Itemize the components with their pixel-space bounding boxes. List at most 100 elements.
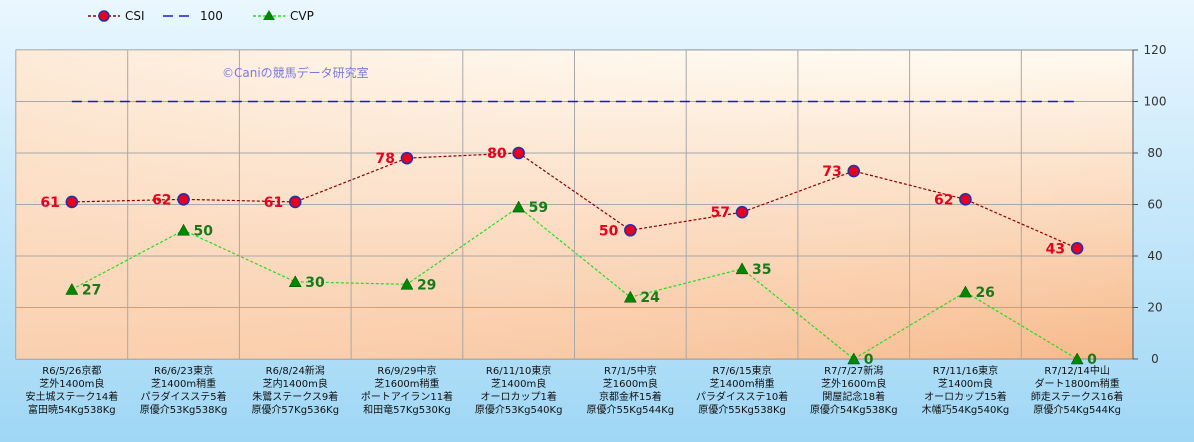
series-line-csi [71, 152, 1078, 249]
x-tick-label-line: 京都金杯15着 [599, 390, 662, 403]
legend: CSI 100 CVP [88, 9, 314, 23]
x-tick-label-line: 原優介54Kg538Kg [810, 403, 898, 416]
legend-item-100: 100 [163, 9, 223, 23]
csi-data-label: 62 [934, 192, 953, 208]
x-tick-label-line: オーロカップ1着 [480, 390, 556, 403]
x-tick-label-line: 芝1600m良 [603, 377, 658, 390]
x-tick-label-line: 原優介53Kg540Kg [475, 403, 563, 416]
x-tick-label: R6/11/10東京芝1400m良オーロカップ1着原優介53Kg540Kg [475, 364, 563, 416]
legend-label: CSI [125, 9, 145, 23]
cvp-point [288, 275, 302, 287]
csi-point [959, 193, 972, 206]
legend-item-csi: CSI [88, 9, 145, 23]
csi-data-label: 78 [375, 151, 394, 167]
cvp-data-label: 50 [194, 223, 214, 239]
csi-data-label: 62 [152, 192, 171, 208]
watermark: ©Caniの競馬データ研究室 [222, 65, 369, 80]
x-tick-label-line: ダート1800m稍重 [1035, 377, 1120, 390]
csi-point [735, 205, 749, 219]
legend-marker [98, 10, 110, 22]
x-tick-label-line: R6/9/29中京 [377, 364, 436, 377]
cvp-data-label: 35 [752, 262, 771, 278]
cvp-data-label: 24 [640, 290, 660, 306]
csi-point [1070, 241, 1084, 255]
csi-data-label: 61 [264, 195, 283, 211]
series-csi: 61 62 61 78 80 50 57 73 62 43 [40, 146, 1084, 257]
x-tick-label-line: 原優介54Kg544Kg [1033, 403, 1121, 416]
csi-data-label: 57 [711, 205, 730, 221]
x-tick-label: R7/6/15東京芝1400m稍重パラダイスステ10着原優介55Kg538Kg [696, 364, 788, 416]
x-tick-label-line: 芝1400m稍重 [709, 377, 774, 390]
x-tick-label-line: パラダイスステ10着 [696, 390, 788, 403]
cvp-data-label: 0 [1087, 352, 1097, 368]
x-tick-label-line: 芝1600m稍重 [374, 377, 439, 390]
csi-data-label: 61 [40, 195, 59, 211]
x-tick-label-line: R7/7/27新潟 [824, 364, 883, 377]
cvp-data-label: 29 [417, 277, 436, 293]
y-tick-label: 20 [1147, 301, 1162, 315]
x-tick-label-line: 関屋記念18着 [822, 390, 885, 403]
x-tick-label-line: 原優介55Kg544Kg [587, 403, 675, 416]
x-tick-label-line: 富田暁54Kg538Kg [28, 403, 116, 416]
cvp-point [65, 282, 79, 295]
csi-point [512, 146, 525, 160]
y-tick-label: 80 [1147, 146, 1162, 160]
x-tick-label: R6/8/24新潟芝内1400m良朱鷺ステークス9着原優介57Kg536Kg [251, 364, 339, 416]
y-tick-label: 100 [1144, 95, 1167, 109]
x-tick-label-line: 原優介57Kg536Kg [251, 403, 339, 416]
legend-label: 100 [200, 9, 223, 23]
csi-point [624, 223, 637, 237]
x-tick-label-line: ポートアイラン11着 [361, 390, 453, 403]
x-tick-label: R6/5/26京都芝外1400m良安土城ステーク14着富田暁54Kg538Kg [25, 364, 118, 416]
legend-item-cvp: CVP [253, 9, 314, 23]
cvp-data-label: 0 [864, 352, 874, 368]
cvp-point [847, 352, 861, 365]
csi-data-label: 73 [822, 164, 841, 180]
x-tick-label-line: R7/1/5中京 [604, 364, 657, 377]
series-layer: 61 62 61 78 80 50 57 73 62 43 27 50 30 29 59 24 35 0 26 0 [40, 100, 1097, 368]
x-tick-label-line: 和田竜57Kg530Kg [363, 403, 451, 416]
grid [16, 50, 1133, 359]
csi-data-label: 43 [1046, 241, 1065, 257]
cvp-point [959, 285, 972, 298]
csi-data-label: 80 [487, 146, 507, 162]
x-tick-label-line: 芝1400m良 [938, 377, 993, 390]
x-tick-label-line: 原優介53Kg538Kg [140, 403, 228, 416]
csi-point [177, 193, 190, 206]
cvp-point [1070, 352, 1084, 365]
cvp-data-label: 59 [529, 200, 548, 216]
y-axis: 0 20 40 60 80 100 120 [1132, 43, 1167, 366]
x-tick-label-line: 原優介55Kg538Kg [698, 403, 786, 416]
x-tick-label-line: オーロカップ15着 [924, 390, 1007, 403]
x-tick-label-line: R7/11/16東京 [933, 364, 999, 377]
x-tick-label-line: 芝1400m稍重 [151, 377, 216, 390]
csi-data-label: 50 [599, 223, 619, 239]
csi-point [400, 151, 414, 165]
x-tick-label-line: R6/11/10東京 [486, 364, 552, 377]
csi-point [65, 195, 79, 209]
cvp-data-label: 26 [975, 285, 994, 301]
x-tick-label-line: 師走ステークス16着 [1031, 390, 1123, 403]
x-tick-label: R7/12/14中山ダート1800m稍重師走ステークス16着原優介54Kg544… [1031, 364, 1123, 416]
cvp-data-label: 27 [82, 282, 101, 298]
x-tick-label-line: R7/12/14中山 [1044, 364, 1110, 377]
cvp-point [400, 277, 414, 290]
x-tick-label-line: 木幡巧54Kg540Kg [922, 403, 1010, 416]
x-tick-label-line: 芝外1600m良 [821, 377, 886, 390]
y-tick-label: 0 [1151, 352, 1159, 366]
x-tick-label-line: 安土城ステーク14着 [25, 390, 118, 403]
x-tick-label-line: R6/5/26京都 [42, 364, 101, 377]
x-tick-label-line: 芝外1400m良 [39, 377, 104, 390]
x-tick-label: R6/6/23東京芝1400m稍重パラダイスステ5着原優介53Kg538Kg [140, 364, 228, 416]
x-tick-label: R6/9/29中京芝1600m稍重ポートアイラン11着和田竜57Kg530Kg [361, 364, 453, 416]
legend-label: CVP [290, 9, 314, 23]
series-line-cvp [71, 206, 1078, 360]
x-tick-label-line: 朱鷺ステークス9着 [252, 390, 338, 403]
cvp-data-label: 30 [305, 275, 325, 291]
cvp-point [623, 290, 637, 303]
x-tick-label-line: R6/6/23東京 [154, 364, 213, 377]
x-tick-label-line: R6/8/24新潟 [266, 364, 325, 377]
y-tick-label: 120 [1144, 43, 1167, 57]
csi-point [288, 195, 302, 209]
